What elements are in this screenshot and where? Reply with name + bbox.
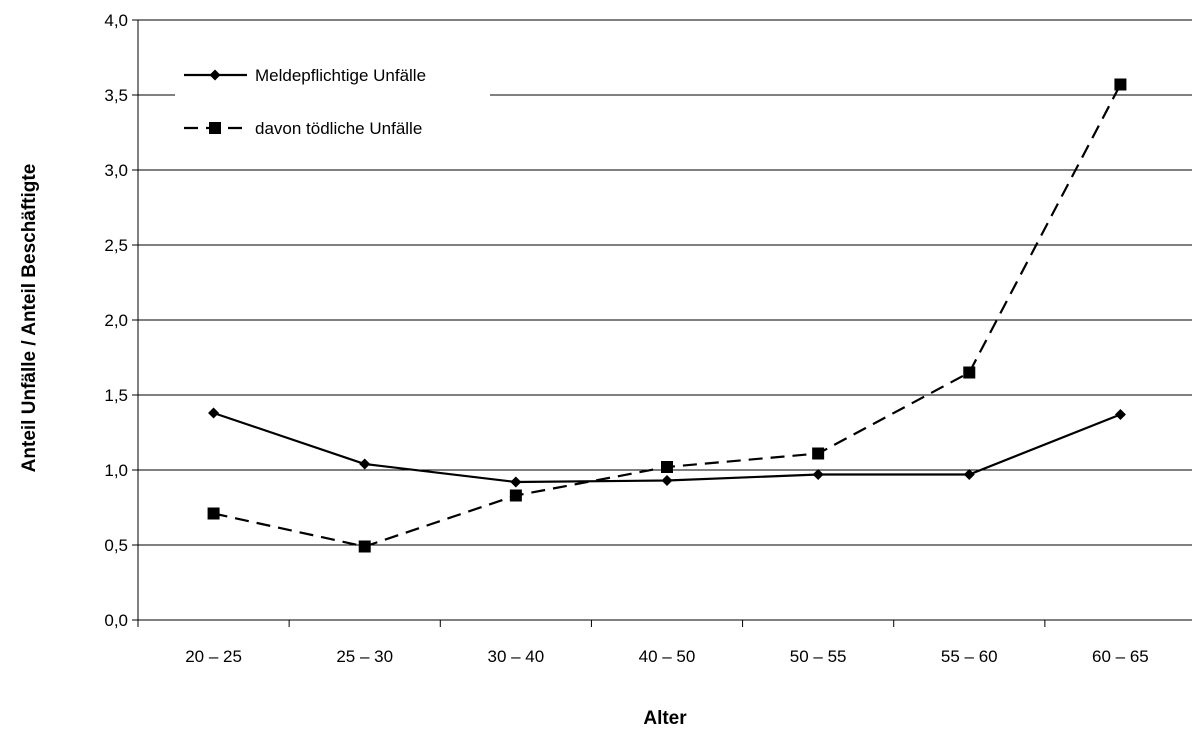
x-tick-label: 50 – 55 — [790, 647, 847, 666]
legend-label: davon tödliche Unfälle — [255, 119, 422, 138]
data-point — [1114, 78, 1127, 91]
y-tick-label: 0,0 — [104, 611, 128, 630]
data-point — [510, 476, 522, 488]
data-point — [358, 540, 371, 553]
data-point — [661, 461, 673, 473]
y-tick-label: 1,5 — [104, 386, 128, 405]
data-point — [812, 447, 825, 460]
y-tick-label: 4,0 — [104, 11, 128, 30]
legend-marker — [209, 69, 221, 81]
x-tick-label: 55 – 60 — [941, 647, 998, 666]
y-tick-label: 3,5 — [104, 86, 128, 105]
y-tick-label: 3,0 — [104, 161, 128, 180]
data-point — [963, 469, 975, 480]
y-axis-ticks: 0,0 0,5 1,0 1,5 2,0 2,5 3,0 3,5 4,0 — [104, 11, 138, 630]
legend-label: Meldepflichtige Unfälle — [255, 66, 426, 85]
legend-box — [175, 52, 490, 152]
y-tick-label: 0,5 — [104, 536, 128, 555]
y-tick-label: 2,0 — [104, 311, 128, 330]
series-1 — [208, 407, 1126, 488]
data-point — [963, 366, 976, 379]
x-tick-label: 20 – 25 — [185, 647, 242, 666]
legend-marker — [209, 122, 221, 134]
x-tick-label: 25 – 30 — [336, 647, 393, 666]
data-point — [207, 507, 220, 520]
series-2 — [207, 78, 1127, 553]
x-tick-label: 40 – 50 — [639, 647, 696, 666]
data-point — [812, 469, 824, 480]
legend: Meldepflichtige Unfälle davon tödliche Un… — [175, 52, 490, 152]
data-point — [208, 407, 220, 419]
x-tick-label: 30 – 40 — [487, 647, 544, 666]
x-axis-title: Alter — [643, 708, 687, 729]
data-point — [1114, 409, 1126, 420]
data-point — [509, 489, 522, 502]
data-point — [359, 458, 371, 470]
x-tick-label: 60 – 65 — [1092, 647, 1149, 666]
y-tick-label: 2,5 — [104, 236, 128, 255]
y-tick-label: 1,0 — [104, 461, 128, 480]
series-group — [207, 78, 1127, 553]
data-point — [661, 475, 673, 486]
x-axis-ticks: 20 – 25 25 – 30 30 – 40 40 – 50 50 – 55 55 – … — [137, 620, 1149, 666]
y-axis-title: Anteil Unfälle / Anteil Beschäftigte — [19, 164, 40, 473]
